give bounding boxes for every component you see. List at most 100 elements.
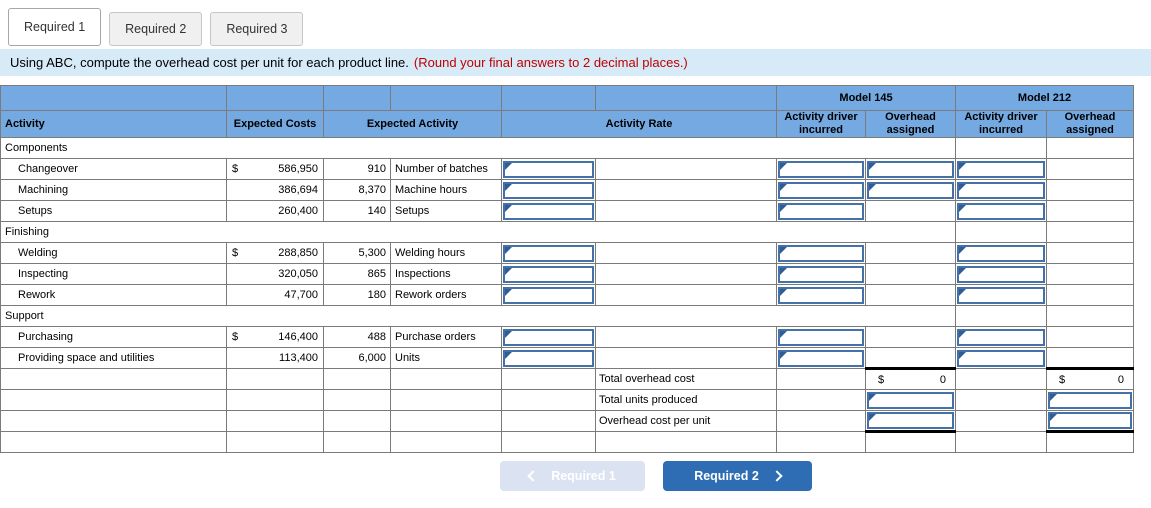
driver-incurred-m145-input[interactable] xyxy=(778,202,864,220)
driver-incurred-m212-input[interactable] xyxy=(957,265,1045,283)
activity-rate-input[interactable] xyxy=(503,328,594,346)
total-units-m212-input[interactable] xyxy=(1048,391,1132,409)
empty-cell xyxy=(595,179,777,201)
tab-required-3[interactable]: Required 3 xyxy=(210,12,304,46)
required-1-back-button[interactable]: Required 1 xyxy=(500,461,645,491)
empty-cell xyxy=(865,242,956,264)
empty-cell xyxy=(865,431,956,453)
activity-row-welding: Welding $288,850 5,300 Welding hours xyxy=(0,242,1134,264)
driver-incurred-m145-input[interactable] xyxy=(778,328,864,346)
driver-incurred-m212-input[interactable] xyxy=(957,349,1045,367)
activity-rate-input[interactable] xyxy=(503,202,594,220)
total-overhead-m145-cell: $0 xyxy=(865,367,956,390)
driver-incurred-m212-input[interactable] xyxy=(957,244,1045,262)
activity-rate-input[interactable] xyxy=(503,244,594,262)
total-overhead-m145-value: 0 xyxy=(939,373,946,386)
instruction-text: Using ABC, compute the overhead cost per… xyxy=(10,55,409,70)
empty-cell xyxy=(226,389,324,411)
expected-cost-value: 47,700 xyxy=(284,289,318,301)
activity-label: Machining xyxy=(0,179,227,201)
empty-cell xyxy=(1046,326,1134,348)
expected-cost-cell: 47,700 xyxy=(226,284,324,306)
overhead-assigned-m145-input[interactable] xyxy=(867,181,954,199)
empty-cell xyxy=(390,389,502,411)
answer-marker-icon xyxy=(780,204,787,212)
expected-activity-qty: 140 xyxy=(323,200,391,222)
col-header-driver-incurred-m145: Activity driver incurred xyxy=(776,110,866,138)
overhead-assigned-m145-input[interactable] xyxy=(867,160,954,178)
section-row-finishing: Finishing xyxy=(0,221,1134,243)
cost-per-unit-m212-input[interactable] xyxy=(1048,412,1132,429)
empty-cell xyxy=(1046,347,1134,369)
expected-activity-qty: 488 xyxy=(323,326,391,348)
answer-marker-icon xyxy=(505,267,512,275)
expected-cost-cell: 113,400 xyxy=(226,347,324,369)
expected-cost-cell: $586,950 xyxy=(226,158,324,180)
empty-cell xyxy=(955,368,1047,390)
empty-cell xyxy=(865,326,956,348)
empty-cell xyxy=(595,242,777,264)
activity-rate-input[interactable] xyxy=(503,286,594,304)
driver-incurred-m145-input[interactable] xyxy=(778,265,864,283)
empty-cell xyxy=(226,368,324,390)
col-header-expected-activity: Expected Activity xyxy=(323,110,502,138)
empty-cell xyxy=(595,263,777,285)
expected-cost-value: 146,400 xyxy=(278,331,318,343)
activity-rate-input[interactable] xyxy=(503,181,594,199)
answer-marker-icon xyxy=(505,351,512,359)
pagination-buttons: Required 1 Required 2 xyxy=(500,461,1151,491)
activity-rate-input[interactable] xyxy=(503,265,594,283)
expected-cost-value: 113,400 xyxy=(279,352,318,364)
col-header-activity: Activity xyxy=(0,110,227,138)
section-row-components: Components xyxy=(0,137,1134,159)
answer-marker-icon xyxy=(505,288,512,296)
driver-incurred-m145-cell xyxy=(776,158,866,180)
answer-marker-icon xyxy=(780,246,787,254)
driver-incurred-m145-input[interactable] xyxy=(778,349,864,367)
section-label: Components xyxy=(0,137,956,159)
tab-required-1[interactable]: Required 1 xyxy=(8,8,102,46)
activity-rate-input[interactable] xyxy=(503,160,594,178)
total-units-m145-input[interactable] xyxy=(867,391,954,409)
chevron-right-icon xyxy=(771,470,783,482)
empty-cell xyxy=(865,284,956,306)
expected-activity-qty: 865 xyxy=(323,263,391,285)
empty-cell xyxy=(595,326,777,348)
empty-cell xyxy=(0,368,227,390)
empty-cell xyxy=(0,410,227,432)
activity-rate-input[interactable] xyxy=(503,349,594,367)
driver-incurred-m212-input[interactable] xyxy=(957,286,1045,304)
driver-incurred-m212-input[interactable] xyxy=(957,160,1045,178)
answer-marker-icon xyxy=(959,330,966,338)
driver-incurred-m212-input[interactable] xyxy=(957,202,1045,220)
empty-cell xyxy=(390,431,502,453)
expected-cost-cell: 260,400 xyxy=(226,200,324,222)
empty-header-cell xyxy=(323,85,391,111)
activity-label: Purchasing xyxy=(0,326,227,348)
driver-incurred-m212-input[interactable] xyxy=(957,181,1045,199)
activity-row-rework: Rework 47,700 180 Rework orders xyxy=(0,284,1134,306)
model-212-group-header: Model 212 xyxy=(955,85,1134,111)
driver-incurred-m145-input[interactable] xyxy=(778,181,864,199)
col-header-overhead-assigned-m145: Overhead assigned xyxy=(865,110,956,138)
required-2-next-button[interactable]: Required 2 xyxy=(663,461,812,491)
driver-incurred-m145-input[interactable] xyxy=(778,160,864,178)
activity-label: Changeover xyxy=(0,158,227,180)
expected-activity-qty: 910 xyxy=(323,158,391,180)
cost-per-unit-m145-input[interactable] xyxy=(867,412,954,429)
empty-cell xyxy=(1046,179,1134,201)
col-header-driver-incurred-m212: Activity driver incurred xyxy=(955,110,1047,138)
answer-marker-icon xyxy=(780,183,787,191)
driver-incurred-m145-input[interactable] xyxy=(778,244,864,262)
tab-required-2[interactable]: Required 2 xyxy=(109,12,203,46)
empty-cell xyxy=(865,200,956,222)
answer-marker-icon xyxy=(959,162,966,170)
activity-row-setups: Setups 260,400 140 Setups xyxy=(0,200,1134,222)
required-tabs: Required 1 Required 2 Required 3 xyxy=(0,0,1151,46)
driver-incurred-m212-input[interactable] xyxy=(957,328,1045,346)
answer-marker-icon xyxy=(959,246,966,254)
expected-activity-qty: 5,300 xyxy=(323,242,391,264)
driver-incurred-m145-input[interactable] xyxy=(778,286,864,304)
expected-activity-qty: 6,000 xyxy=(323,347,391,369)
empty-cell xyxy=(776,431,866,453)
